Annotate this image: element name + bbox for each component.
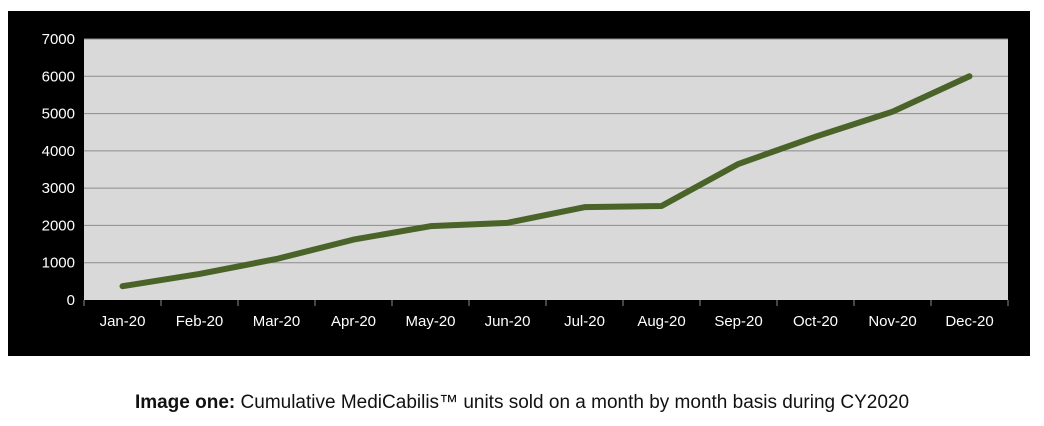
y-axis: 0 1000 2000 3000 4000 5000 6000 7000 <box>42 31 75 309</box>
plot-area <box>84 39 1008 300</box>
gridlines <box>84 38 1008 264</box>
y-tick-label: 1000 <box>42 255 75 272</box>
y-tick-label: 3000 <box>42 180 75 197</box>
y-tick-label: 5000 <box>42 106 75 123</box>
y-tick-label: 6000 <box>42 68 75 85</box>
series <box>119 73 973 290</box>
x-tick-label: Oct-20 <box>793 313 838 330</box>
y-tick-label: 7000 <box>42 31 75 48</box>
series-line <box>119 73 973 290</box>
y-tick-label: 2000 <box>42 217 75 234</box>
x-tick-label: Mar-20 <box>253 313 301 330</box>
x-tick-label: Sep-20 <box>714 313 762 330</box>
figure-caption: Image one: Cumulative MediCabilis™ units… <box>0 392 1044 414</box>
x-tick-label: Jul-20 <box>564 313 605 330</box>
x-tick-label: Dec-20 <box>945 313 993 330</box>
y-tick-label: 4000 <box>42 143 75 160</box>
x-axis: Jan-20 Feb-20 Mar-20 Apr-20 May-20 Jun-20 Jul-… <box>83 300 1009 330</box>
caption-label: Image one: <box>134 392 236 413</box>
x-tick-label: Feb-20 <box>176 313 224 330</box>
x-tick-label: Jun-20 <box>485 313 531 330</box>
line-chart: 0 1000 2000 3000 4000 5000 6000 7000 Jan-20 Feb-… <box>42 31 1009 330</box>
caption-text: Cumulative MediCabilis™ units sold on a … <box>235 392 910 413</box>
x-tick-label: Jan-20 <box>100 313 146 330</box>
y-tick-label: 0 <box>67 292 75 309</box>
chart-frame: 0 1000 2000 3000 4000 5000 6000 7000 Jan-20 Feb-… <box>8 11 1030 356</box>
x-tick-label: Apr-20 <box>331 313 376 330</box>
x-tick-label: Aug-20 <box>637 313 685 330</box>
x-tick-label: May-20 <box>405 313 455 330</box>
x-tick-label: Nov-20 <box>868 313 916 330</box>
